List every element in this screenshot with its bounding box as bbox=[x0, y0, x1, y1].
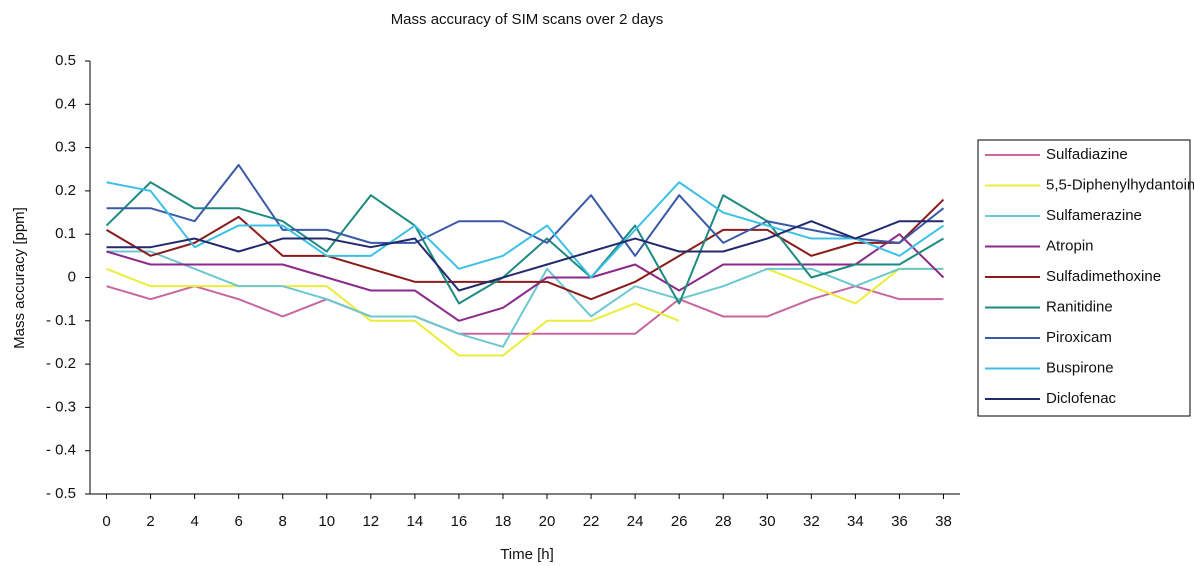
x-tick-label: 24 bbox=[627, 513, 644, 530]
x-tick-label: 26 bbox=[671, 513, 688, 530]
y-axis-label: Mass accuracy [ppm] bbox=[11, 207, 28, 349]
x-tick-label: 8 bbox=[279, 513, 287, 530]
y-tick-label: - 0.4 bbox=[46, 442, 76, 459]
x-tick-label: 20 bbox=[539, 513, 556, 530]
x-tick-label: 38 bbox=[935, 513, 952, 530]
legend-label: Sulfadimethoxine bbox=[1046, 268, 1161, 285]
x-tick-label: 10 bbox=[318, 513, 335, 530]
x-axis-label: Time [h] bbox=[500, 546, 554, 563]
y-tick-label: 0.4 bbox=[55, 95, 76, 112]
y-tick-label: - 0.5 bbox=[46, 485, 76, 502]
legend-label: 5,5-Diphenylhydantoin bbox=[1046, 176, 1194, 193]
x-tick-label: 16 bbox=[451, 513, 468, 530]
legend-label: Piroxicam bbox=[1046, 329, 1112, 346]
x-tick-label: 6 bbox=[234, 513, 242, 530]
legend-label: Sulfamerazine bbox=[1046, 207, 1142, 224]
y-tick-label: - 0.1 bbox=[46, 312, 76, 329]
x-tick-label: 22 bbox=[583, 513, 600, 530]
x-tick-label: 12 bbox=[362, 513, 379, 530]
y-tick-label: 0 bbox=[68, 268, 76, 285]
x-tick-label: 18 bbox=[495, 513, 512, 530]
y-tick-label: 0.1 bbox=[55, 225, 76, 242]
legend-label: Sulfadiazine bbox=[1046, 146, 1128, 163]
x-tick-label: 34 bbox=[847, 513, 864, 530]
legend-label: Diclofenac bbox=[1046, 390, 1117, 407]
series-line bbox=[106, 198, 945, 301]
series-line bbox=[106, 163, 945, 257]
x-tick-label: 4 bbox=[190, 513, 198, 530]
legend-label: Atropin bbox=[1046, 237, 1094, 254]
y-tick-label: 0.2 bbox=[55, 182, 76, 199]
legend-label: Buspirone bbox=[1046, 359, 1114, 376]
x-tick-label: 32 bbox=[803, 513, 820, 530]
series-line bbox=[106, 220, 944, 292]
x-tick-label: 30 bbox=[759, 513, 776, 530]
series-line bbox=[106, 285, 944, 335]
series-line bbox=[105, 181, 944, 305]
legend-label: Ranitidine bbox=[1046, 298, 1113, 315]
x-tick-label: 2 bbox=[146, 513, 154, 530]
series-line bbox=[106, 233, 945, 322]
x-tick-label: 36 bbox=[891, 513, 908, 530]
y-tick-label: - 0.2 bbox=[46, 355, 76, 372]
x-tick-label: 28 bbox=[715, 513, 732, 530]
x-tick-label: 0 bbox=[102, 513, 110, 530]
x-tick-label: 14 bbox=[407, 513, 424, 530]
series-line bbox=[106, 250, 944, 348]
chart-title: Mass accuracy of SIM scans over 2 days bbox=[391, 11, 664, 28]
y-tick-label: 0.3 bbox=[55, 139, 76, 156]
y-tick-label: 0.5 bbox=[55, 52, 76, 69]
y-tick-label: - 0.3 bbox=[46, 398, 76, 415]
series-line bbox=[106, 181, 945, 279]
